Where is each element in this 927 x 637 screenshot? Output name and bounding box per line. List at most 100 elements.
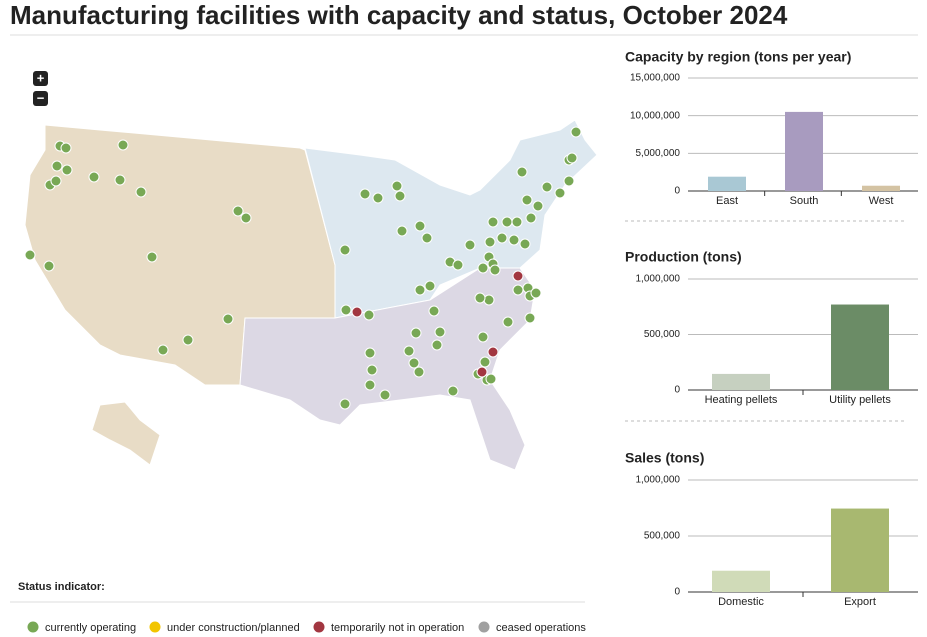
chart-title: Capacity by region (tons per year) (625, 49, 851, 65)
facility-point (413, 366, 425, 378)
facility-point (61, 164, 73, 176)
facility-point (117, 139, 129, 151)
region-west (24, 124, 336, 386)
x-tick-label: Utility pellets (829, 394, 891, 406)
facility-point (157, 344, 169, 356)
facility-points (24, 126, 582, 410)
facility-point (340, 304, 352, 316)
facility-point (487, 216, 499, 228)
bar (708, 176, 746, 191)
facility-point (530, 287, 542, 299)
map (24, 119, 598, 471)
facility-point (519, 238, 531, 250)
facility-point (434, 326, 446, 338)
legend-label: ceased operations (496, 622, 586, 634)
facility-point (372, 192, 384, 204)
facility-point (487, 346, 499, 358)
y-tick-label: 0 (674, 385, 680, 396)
y-tick-label: 15,000,000 (630, 73, 680, 84)
facility-point (496, 232, 508, 244)
chart-title: Sales (tons) (625, 450, 704, 466)
y-tick-label: 0 (674, 186, 680, 197)
facility-point (525, 212, 537, 224)
legend-title: Status indicator: (18, 581, 105, 593)
facility-point (88, 171, 100, 183)
facility-point (403, 345, 415, 357)
facility-point (414, 220, 426, 232)
facility-point (421, 232, 433, 244)
facility-point (532, 200, 544, 212)
facility-point (359, 188, 371, 200)
facility-point (146, 251, 158, 263)
region-alaska (91, 401, 161, 466)
facility-point (479, 356, 491, 368)
zoom-out-button[interactable]: − (33, 90, 48, 106)
zoom-out[interactable]: − (37, 90, 45, 105)
facility-point (364, 379, 376, 391)
zoom-in-bg[interactable] (33, 71, 48, 86)
facility-point (489, 264, 501, 276)
facility-point (410, 327, 422, 339)
y-tick-label: 5,000,000 (636, 148, 681, 159)
facility-point (43, 260, 55, 272)
facility-point (502, 316, 514, 328)
bar (831, 508, 889, 592)
legend-label: under construction/planned (167, 622, 300, 634)
facility-point (516, 166, 528, 178)
facility-point (570, 126, 582, 138)
x-tick-label: Domestic (718, 596, 764, 608)
zoom-in[interactable]: + (37, 70, 45, 85)
facility-point (428, 305, 440, 317)
facility-point (351, 306, 363, 318)
facility-point (476, 366, 488, 378)
x-tick-label: East (716, 195, 738, 207)
facility-point (182, 334, 194, 346)
facility-point (366, 364, 378, 376)
facility-point (541, 181, 553, 193)
facility-point (512, 270, 524, 282)
facility-point (114, 174, 126, 186)
bar (712, 373, 770, 390)
facility-point (414, 284, 426, 296)
facility-point (424, 280, 436, 292)
facility-point (339, 244, 351, 256)
facility-point (508, 234, 520, 246)
y-tick-label: 0 (674, 587, 680, 598)
y-tick-label: 500,000 (644, 531, 681, 542)
x-tick-label: West (869, 195, 894, 207)
x-tick-label: Heating pellets (705, 394, 778, 406)
facility-point (474, 292, 486, 304)
facility-point (554, 187, 566, 199)
y-tick-label: 1,000,000 (636, 475, 681, 486)
facility-point (363, 309, 375, 321)
zoom-out-bg[interactable] (33, 91, 48, 106)
facility-point (563, 175, 575, 187)
facility-point (452, 259, 464, 271)
page-title: Manufacturing facilities with capacity a… (10, 0, 788, 30)
legend-swatch (149, 621, 161, 633)
legend-swatch (478, 621, 490, 633)
y-tick-label: 500,000 (644, 329, 681, 340)
facility-point (524, 312, 536, 324)
zoom-in-button[interactable]: + (33, 70, 48, 86)
facility-point (394, 190, 406, 202)
facility-point (51, 160, 63, 172)
facility-point (364, 347, 376, 359)
facility-point (50, 175, 62, 187)
facility-point (391, 180, 403, 192)
facility-point (501, 216, 513, 228)
facility-point (240, 212, 252, 224)
bar (862, 185, 900, 191)
legend-label: temporarily not in operation (331, 622, 464, 634)
facility-point (483, 294, 495, 306)
facility-point (464, 239, 476, 251)
chart-title: Production (tons) (625, 249, 742, 265)
facility-point (477, 331, 489, 343)
facility-point (447, 385, 459, 397)
facility-point (60, 142, 72, 154)
facility-point (222, 313, 234, 325)
facility-point (566, 152, 578, 164)
facility-point (396, 225, 408, 237)
y-tick-label: 10,000,000 (630, 110, 680, 121)
